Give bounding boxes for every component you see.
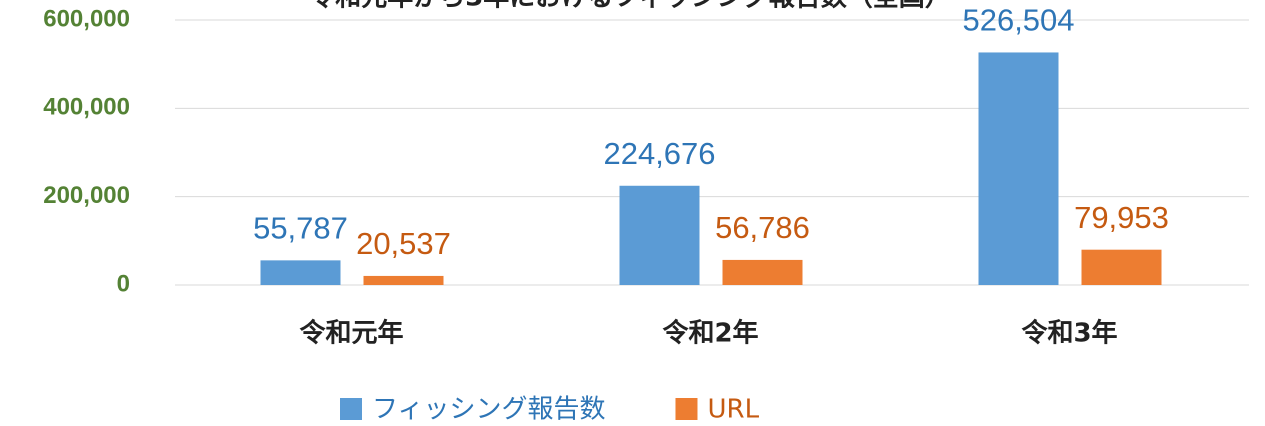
x-tick-label: 令和2年	[662, 318, 758, 349]
legend-swatch	[675, 398, 697, 420]
bar	[1082, 250, 1162, 285]
y-tick-label: 400,000	[43, 94, 130, 121]
x-tick-label: 令和元年	[299, 318, 403, 349]
bar	[723, 260, 803, 285]
bar	[620, 186, 700, 285]
legend-label: URL	[707, 395, 759, 425]
bar	[261, 260, 341, 285]
y-tick-label: 0	[117, 270, 130, 297]
value-label: 224,676	[603, 136, 715, 171]
value-label: 526,504	[962, 3, 1074, 38]
value-label: 56,786	[715, 210, 810, 245]
bar	[364, 276, 444, 285]
value-label: 55,787	[253, 211, 348, 246]
value-label: 20,537	[356, 226, 451, 261]
y-tick-label: 600,000	[43, 5, 130, 32]
bar	[979, 52, 1059, 285]
chart: 令和元年から3年におけるフィッシング報告数（全国） 0 200,000 400,00…	[0, 0, 1265, 426]
chart-title: 令和元年から3年におけるフィッシング報告数（全国）	[309, 0, 951, 13]
y-tick-label: 200,000	[43, 182, 130, 209]
legend-label: フィッシング報告数	[372, 395, 605, 425]
legend-swatch	[340, 398, 362, 420]
x-tick-label: 令和3年	[1021, 318, 1117, 349]
value-label: 79,953	[1074, 200, 1169, 235]
